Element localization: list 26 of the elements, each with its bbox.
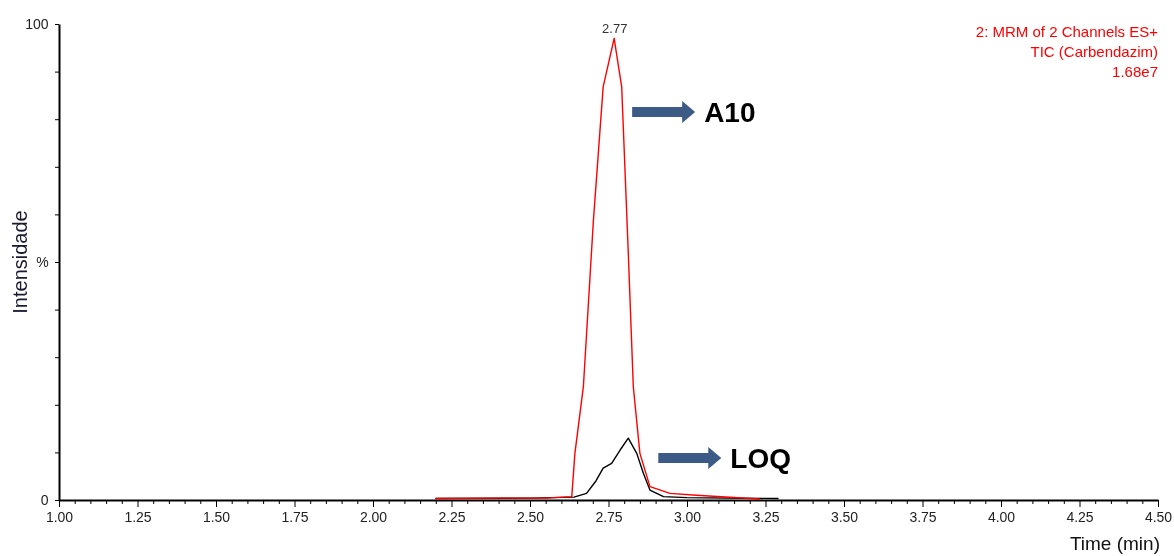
annotation: 2: MRM of 2 Channels ES+ — [975, 23, 1159, 40]
x-axis-title: Time (min) — [1069, 533, 1160, 554]
annotation: TIC (Carbendazim) — [1030, 43, 1158, 60]
x-tick-label: 4.50 — [1144, 508, 1173, 525]
x-tick-label: 1.75 — [281, 508, 309, 525]
x-tick-label: 1.50 — [202, 508, 231, 525]
y-tick-label: 100 — [25, 15, 49, 32]
annotation: 1.68e7 — [1112, 63, 1158, 80]
x-tick-label: 3.25 — [752, 508, 780, 525]
series-label: LOQ — [730, 442, 791, 474]
x-tick-label: 3.00 — [673, 508, 702, 525]
annotation: 2.77 — [602, 21, 628, 37]
y-tick-label: % — [36, 253, 49, 270]
x-tick-label: 2.75 — [595, 508, 623, 525]
x-tick-label: 2.00 — [359, 508, 388, 525]
x-tick-label: 2.50 — [516, 508, 545, 525]
x-tick-label: 1.25 — [124, 508, 152, 525]
x-tick-label: 4.25 — [1066, 508, 1094, 525]
y-axis-title: Intensidade — [9, 210, 31, 314]
y-tick-label: 0 — [40, 491, 49, 508]
x-tick-label: 4.00 — [987, 508, 1016, 525]
text: A10 — [704, 96, 756, 128]
x-tick-label: 3.50 — [830, 508, 859, 525]
x-tick-label: 3.75 — [909, 508, 937, 525]
x-tick-label: 1.00 — [45, 508, 74, 525]
x-tick-label: 2.25 — [438, 508, 466, 525]
